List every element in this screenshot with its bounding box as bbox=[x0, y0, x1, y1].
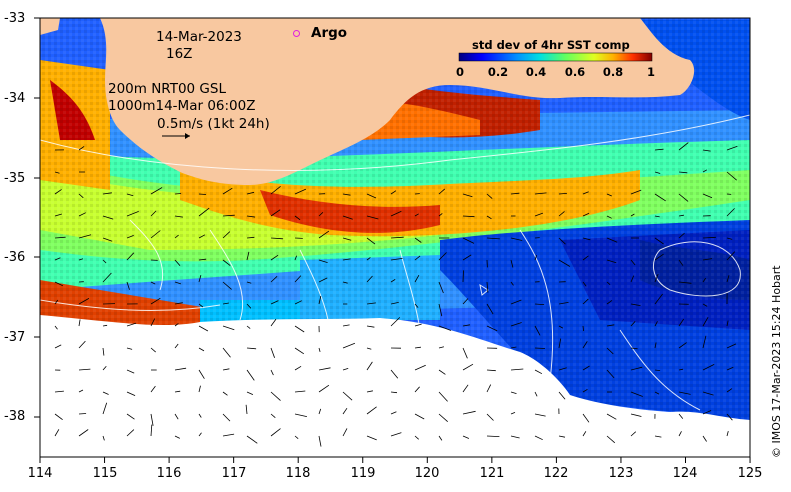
argo-label: Argo bbox=[311, 25, 348, 41]
lon-tick-label: 117 bbox=[221, 466, 247, 481]
lon-tick-label: 120 bbox=[414, 466, 440, 481]
depth-legend-line-1: 200m NRT00 GSL bbox=[108, 81, 226, 97]
lat-tick-label: -33 bbox=[4, 11, 26, 26]
colorbar-title: std dev of 4hr SST comp bbox=[472, 38, 630, 52]
scale-vector-arrow bbox=[162, 133, 190, 139]
colorbar-tick: 0.6 bbox=[564, 65, 586, 79]
map-hour: 16Z bbox=[166, 46, 193, 62]
axis-ticks bbox=[34, 17, 751, 463]
colorbar-tick: 1 bbox=[646, 65, 655, 79]
lat-tick-label: -34 bbox=[4, 91, 26, 106]
colorbar-tick: 0 bbox=[455, 65, 464, 79]
colorbar bbox=[458, 52, 653, 62]
lon-tick-label: 114 bbox=[27, 466, 53, 481]
missing-data-region bbox=[40, 315, 750, 457]
lon-tick-label: 125 bbox=[737, 466, 763, 481]
colorbar-tick: 0.4 bbox=[525, 65, 547, 79]
colorbar-tick: 0.2 bbox=[487, 65, 509, 79]
lon-tick-label: 118 bbox=[285, 466, 311, 481]
scale-vector-label: 0.5m/s (1kt 24h) bbox=[157, 116, 270, 132]
plot-frame bbox=[39, 17, 751, 458]
current-vectors bbox=[54, 142, 738, 447]
lon-tick-label: 116 bbox=[156, 466, 182, 481]
map-date: 14-Mar-2023 bbox=[156, 29, 242, 45]
lon-tick-label: 122 bbox=[543, 466, 569, 481]
lon-tick-label: 121 bbox=[479, 466, 505, 481]
lon-tick-label: 124 bbox=[672, 466, 698, 481]
lat-tick-label: -36 bbox=[4, 250, 26, 265]
argo-marker-icon bbox=[293, 30, 300, 37]
colorbar-tick: 0.8 bbox=[602, 65, 624, 79]
depth-legend-line-2: 1000m14-Mar 06:00Z bbox=[108, 98, 256, 114]
lon-tick-label: 119 bbox=[350, 466, 376, 481]
sst-field bbox=[40, 18, 750, 457]
lat-tick-label: -38 bbox=[4, 409, 26, 424]
lat-tick-label: -35 bbox=[4, 171, 26, 186]
contour-lines bbox=[40, 114, 750, 411]
credit-text: © IMOS 17-Mar-2023 15:24 Hobart bbox=[770, 265, 783, 458]
lon-tick-label: 115 bbox=[92, 466, 118, 481]
lat-tick-label: -37 bbox=[4, 330, 26, 345]
lon-tick-label: 123 bbox=[608, 466, 634, 481]
